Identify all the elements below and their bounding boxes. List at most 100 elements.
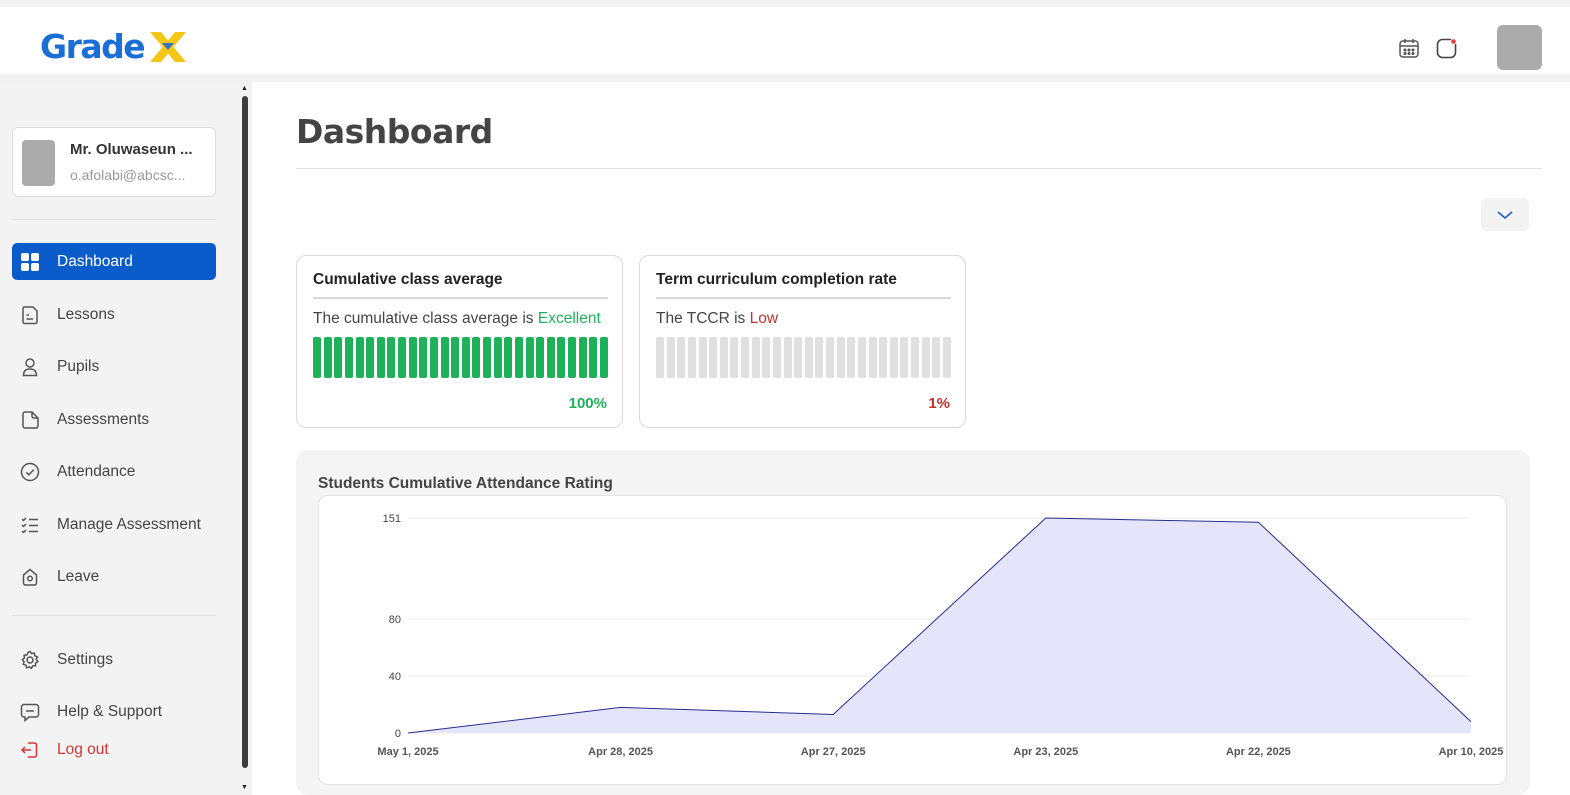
progress-segment [387, 337, 396, 378]
progress-segment [440, 337, 449, 378]
progress-segment [709, 337, 718, 378]
filter-dropdown-button[interactable] [1481, 198, 1529, 231]
progress-segment [847, 337, 856, 378]
y-tick-label: 40 [389, 671, 401, 683]
progress-segment [546, 337, 555, 378]
sidebar-item-leave[interactable]: Leave [12, 558, 216, 595]
x-tick-label: Apr 22, 2025 [1226, 746, 1291, 758]
progress-segment [376, 337, 385, 378]
sidebar-item-help-support[interactable]: Help & Support [12, 693, 216, 730]
card-percent: 100% [568, 395, 607, 412]
sidebar-item-label: Leave [57, 567, 100, 585]
x-tick-label: Apr 23, 2025 [1013, 746, 1078, 758]
progress-segment [525, 337, 534, 378]
sidebar-item-assessments[interactable]: Assessments [12, 401, 216, 438]
sidebar-item-label: Log out [57, 740, 109, 758]
calendar-icon[interactable] [1398, 37, 1420, 59]
sidebar-item-logout[interactable]: Log out [12, 731, 216, 768]
progress-segment [599, 337, 608, 378]
user-avatar[interactable] [1497, 25, 1542, 70]
progress-segment [741, 337, 749, 378]
progress-segment [868, 337, 877, 378]
sidebar-item-label: Attendance [57, 462, 136, 480]
progress-segment [344, 337, 353, 378]
scroll-up-arrow[interactable]: ▲ [241, 85, 248, 92]
status-badge: Low [749, 310, 779, 327]
gradex-logo[interactable]: Grade [40, 27, 190, 67]
progress-segment [879, 337, 888, 378]
progress-segment [355, 337, 364, 378]
lessons-icon [19, 304, 41, 326]
sidebar-item-label: Dashboard [57, 252, 133, 270]
progress-segment [514, 337, 523, 378]
sidebar-item-label: Settings [57, 650, 114, 668]
progress-segment [323, 337, 332, 378]
progress-segment [461, 337, 470, 378]
series-line [407, 517, 1472, 734]
y-tick-label: 0 [395, 728, 401, 740]
tccr-card: Term curriculum completion rate The TCCR… [639, 255, 966, 428]
chevron-down-icon [1497, 210, 1513, 219]
progress-segment [698, 337, 707, 378]
series-area [408, 518, 1471, 733]
page-title: Dashboard [296, 112, 493, 151]
sidebar-divider [12, 615, 216, 616]
scroll-down-arrow[interactable]: ▼ [241, 784, 248, 791]
progress-bars [313, 337, 608, 378]
progress-segment [493, 337, 502, 378]
progress-segment [677, 337, 686, 378]
progress-segment [932, 337, 941, 378]
progress-segment [578, 337, 587, 378]
progress-segment [419, 337, 428, 378]
progress-segment [911, 337, 919, 378]
leave-icon [19, 566, 41, 588]
progress-segment [730, 337, 739, 378]
main-content: Dashboard Cumulative class average The c… [252, 82, 1570, 795]
x-tick-label: Apr 10, 2025 [1439, 746, 1504, 758]
status-badge: Excellent [537, 310, 601, 327]
chart-title: Students Cumulative Attendance Rating [318, 475, 613, 492]
profile-card[interactable]: Mr. Oluwaseun ... o.afolabi@abcsc... [12, 127, 216, 197]
card-percent: 1% [928, 395, 950, 412]
progress-segment [687, 337, 696, 378]
card-divider [656, 297, 951, 299]
progress-segment [408, 337, 417, 378]
progress-segment [942, 337, 951, 378]
sidebar-scrollbar[interactable] [242, 96, 248, 768]
progress-segment [589, 337, 598, 378]
card-message: The TCCR is Low [656, 310, 778, 328]
card-title: Cumulative class average [313, 271, 503, 288]
progress-segment [857, 337, 866, 378]
x-tick-label: Apr 27, 2025 [801, 746, 866, 758]
progress-segment [429, 337, 438, 378]
progress-segment [334, 337, 343, 378]
profile-avatar [22, 140, 55, 186]
progress-segment [762, 337, 771, 378]
sidebar-item-attendance[interactable]: Attendance [12, 453, 216, 490]
sidebar-item-manage-assessment[interactable]: Manage Assessment [12, 506, 216, 543]
progress-segment [504, 337, 513, 378]
notification-icon[interactable] [1436, 37, 1458, 59]
gear-icon [19, 649, 41, 671]
manage-assessment-icon [19, 514, 41, 536]
sidebar-item-settings[interactable]: Settings [12, 641, 216, 678]
sidebar-item-pupils[interactable]: Pupils [12, 348, 216, 385]
sidebar-item-label: Help & Support [57, 702, 163, 720]
progress-segment [772, 337, 781, 378]
profile-name: Mr. Oluwaseun ... [70, 141, 193, 158]
sidebar-item-label: Lessons [57, 305, 115, 323]
attendance-chart-panel: Students Cumulative Attendance Rating 0 4… [296, 450, 1530, 795]
card-message-text: The TCCR is [656, 310, 746, 327]
sidebar-item-dashboard[interactable]: Dashboard [12, 243, 216, 280]
class-average-card: Cumulative class average The cumulative … [296, 255, 623, 428]
logo-x-mark [150, 32, 187, 62]
top-bar: Grade [0, 7, 1570, 74]
x-tick-label: Apr 28, 2025 [588, 746, 653, 758]
progress-segment [656, 337, 664, 378]
dashboard-icon [19, 251, 41, 273]
y-tick-label: 151 [383, 513, 401, 525]
chart-card: 0 40 80 151 May 1, 2025 Apr 28, 2025 Apr 27, 2… [318, 495, 1507, 785]
progress-segment [536, 337, 545, 378]
card-message-text: The cumulative class average is [313, 310, 534, 327]
sidebar-item-lessons[interactable]: Lessons [12, 296, 216, 333]
